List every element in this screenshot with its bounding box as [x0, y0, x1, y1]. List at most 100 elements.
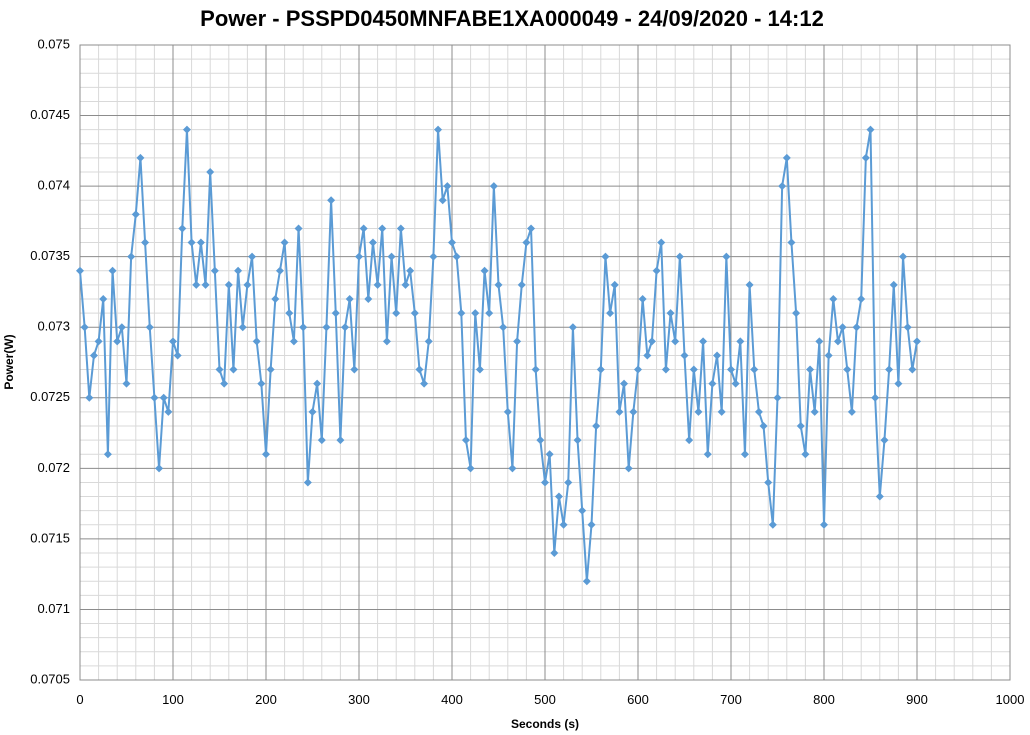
data-point	[229, 365, 238, 374]
data-point	[592, 422, 601, 430]
data-point	[359, 224, 368, 233]
data-point	[345, 295, 354, 303]
data-point	[452, 252, 461, 261]
data-point	[527, 224, 536, 233]
data-point	[313, 379, 322, 388]
data-point	[387, 252, 396, 261]
data-point	[494, 280, 503, 289]
data-point	[824, 351, 833, 360]
data-point	[331, 309, 340, 318]
data-point	[545, 450, 554, 459]
data-point	[727, 365, 735, 374]
data-point	[615, 407, 624, 416]
data-point	[471, 309, 480, 318]
data-point	[847, 407, 856, 416]
data-point	[145, 323, 154, 332]
data-point	[396, 224, 405, 233]
data-point	[843, 365, 852, 374]
data-point	[852, 323, 861, 332]
data-point	[703, 450, 712, 459]
data-point	[624, 464, 633, 473]
data-point	[275, 266, 284, 275]
data-point	[759, 422, 768, 430]
x-tick-label: 700	[720, 692, 742, 707]
data-point	[159, 393, 168, 402]
data-point	[355, 252, 363, 261]
data-point	[108, 266, 117, 275]
data-point	[554, 492, 563, 501]
data-point	[657, 238, 666, 247]
data-point	[550, 549, 559, 557]
data-point	[717, 407, 726, 416]
x-tick-label: 200	[255, 692, 277, 707]
y-tick-label: 0.0705	[30, 671, 70, 686]
data-point	[243, 280, 252, 289]
data-point	[517, 280, 526, 289]
data-point	[508, 464, 517, 473]
data-point	[206, 168, 215, 176]
data-point	[894, 379, 903, 388]
data-point	[280, 238, 289, 247]
data-point	[178, 224, 187, 233]
data-point	[364, 295, 373, 303]
data-point	[708, 379, 717, 388]
data-point	[815, 337, 824, 346]
data-point	[169, 337, 177, 346]
data-point	[745, 280, 754, 289]
data-point	[531, 365, 540, 374]
data-point	[513, 337, 522, 346]
x-axis-label: Seconds (s)	[511, 717, 579, 731]
data-point	[234, 266, 243, 275]
data-point	[257, 379, 266, 388]
y-tick-label: 0.074	[37, 178, 70, 193]
data-point	[299, 323, 308, 332]
data-point	[415, 365, 424, 374]
data-point	[838, 323, 847, 332]
data-point	[429, 252, 438, 261]
y-tick-label: 0.073	[37, 319, 70, 334]
data-point	[80, 323, 89, 332]
data-point	[401, 280, 410, 289]
data-point	[736, 337, 745, 346]
data-point	[699, 337, 708, 346]
data-point	[443, 182, 452, 191]
data-point	[317, 436, 326, 445]
data-point	[596, 365, 605, 374]
data-point	[522, 238, 531, 247]
data-point	[210, 266, 219, 275]
data-point	[485, 309, 494, 318]
data-point	[643, 351, 652, 360]
data-point	[689, 365, 698, 374]
data-point	[773, 393, 782, 402]
data-point	[587, 520, 596, 529]
data-point	[671, 337, 680, 346]
data-point	[368, 238, 377, 247]
data-point	[136, 153, 145, 162]
y-tick-label: 0.075	[37, 36, 70, 51]
data-point	[606, 309, 615, 318]
data-point	[740, 450, 749, 459]
data-point	[155, 464, 164, 473]
data-point	[880, 436, 889, 445]
data-point	[829, 295, 838, 303]
data-point	[489, 182, 498, 191]
x-tick-label: 400	[441, 692, 463, 707]
data-point	[610, 280, 619, 289]
data-point	[833, 337, 842, 346]
data-point	[861, 153, 870, 162]
data-point	[629, 407, 638, 416]
data-point	[536, 436, 545, 445]
data-point	[99, 295, 108, 303]
x-tick-label: 0	[76, 692, 83, 707]
data-point	[634, 365, 642, 374]
data-point	[201, 280, 210, 289]
data-point	[764, 478, 773, 487]
data-point	[768, 520, 777, 529]
data-point	[94, 337, 103, 346]
data-point	[215, 365, 224, 374]
data-point	[638, 295, 647, 303]
data-point	[113, 337, 122, 346]
data-point	[220, 379, 229, 388]
data-point	[875, 492, 884, 501]
data-point	[680, 351, 689, 360]
